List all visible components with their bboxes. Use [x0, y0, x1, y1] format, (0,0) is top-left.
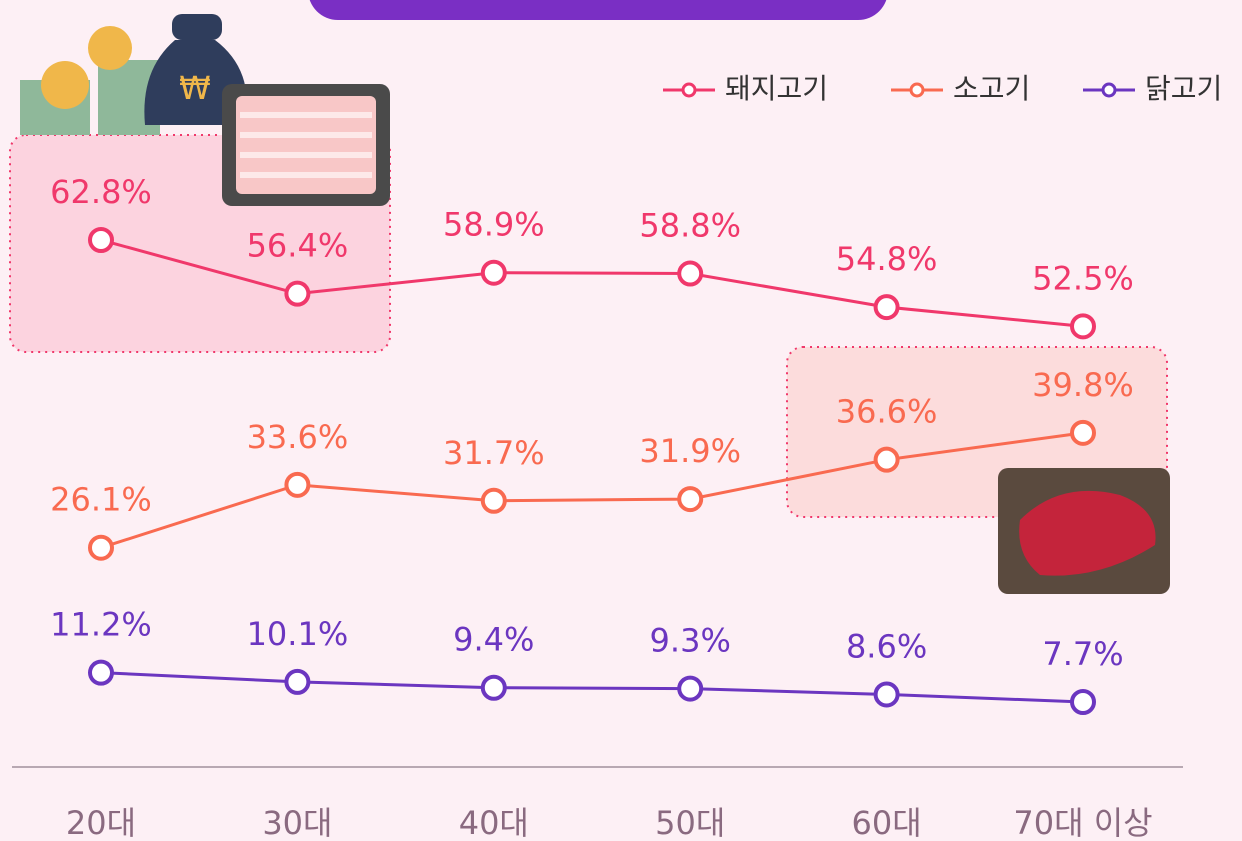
value-label: 58.8%	[639, 207, 741, 245]
value-label: 62.8%	[50, 173, 152, 211]
legend-marker	[683, 84, 695, 96]
x-tick-label: 70대 이상	[1013, 804, 1152, 841]
point	[679, 263, 701, 285]
point	[90, 662, 112, 684]
value-label: 9.4%	[453, 621, 534, 659]
point	[483, 262, 505, 284]
point	[286, 671, 308, 693]
x-tick-label: 30대	[262, 804, 332, 841]
point	[90, 537, 112, 559]
point	[1072, 315, 1094, 337]
legend-label: 닭고기	[1145, 72, 1222, 105]
title-pill	[308, 0, 888, 20]
point	[90, 229, 112, 251]
point	[1072, 691, 1094, 713]
point	[483, 677, 505, 699]
value-label: 33.6%	[247, 418, 349, 456]
value-label: 31.9%	[639, 432, 741, 470]
point	[483, 490, 505, 512]
value-label: 39.8%	[1032, 366, 1134, 404]
value-label: 10.1%	[247, 615, 349, 653]
point	[286, 474, 308, 496]
point	[876, 683, 898, 705]
value-label: 9.3%	[650, 622, 731, 660]
point	[876, 449, 898, 471]
legend-label: 소고기	[953, 72, 1030, 105]
legend-marker	[1103, 84, 1115, 96]
svg-text:₩: ₩	[179, 69, 211, 107]
value-label: 58.9%	[443, 206, 545, 244]
point	[679, 678, 701, 700]
value-label: 36.6%	[836, 393, 938, 431]
legend-label: 돼지고기	[725, 72, 828, 105]
value-label: 26.1%	[50, 481, 152, 519]
point	[876, 296, 898, 318]
x-tick-label: 40대	[459, 804, 529, 841]
value-label: 7.7%	[1042, 635, 1123, 673]
beef-pack	[998, 468, 1170, 594]
value-label: 8.6%	[846, 627, 927, 665]
x-tick-label: 50대	[655, 804, 725, 841]
chart: ₩ 20대 30대 40대 50대 60대 70대 이상 돼지고기 소고기 닭고기 62.8% 56…	[0, 0, 1242, 841]
point	[679, 488, 701, 510]
x-tick-label: 20대	[66, 804, 136, 841]
value-label: 56.4%	[247, 227, 349, 265]
value-label: 52.5%	[1032, 259, 1134, 297]
point	[1072, 422, 1094, 444]
point	[286, 283, 308, 305]
pork-pack	[222, 84, 390, 206]
value-label: 31.7%	[443, 434, 545, 472]
value-label: 54.8%	[836, 240, 938, 278]
x-tick-label: 60대	[852, 804, 922, 841]
value-label: 11.2%	[50, 606, 152, 644]
legend-marker	[911, 84, 923, 96]
